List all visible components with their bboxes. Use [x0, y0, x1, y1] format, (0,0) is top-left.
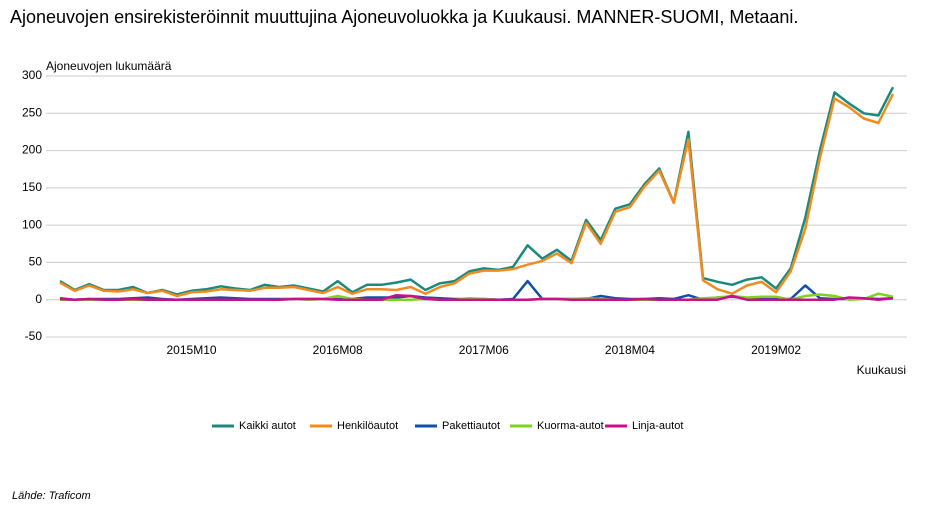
y-tick-label: 200: [22, 143, 42, 157]
x-tick-label: 2017M06: [459, 343, 509, 357]
legend-label: Pakettiautot: [442, 420, 500, 432]
legend-label: Henkilöautot: [337, 420, 398, 432]
legend-label: Linja-autot: [632, 420, 683, 432]
x-axis-label: Kuukausi: [857, 363, 906, 377]
x-tick-label: 2016M08: [313, 343, 363, 357]
legend-label: Kaikki autot: [239, 420, 296, 432]
y-tick-label: 150: [22, 180, 42, 194]
y-tick-label: -50: [25, 329, 43, 343]
x-tick-label: 2018M04: [605, 343, 655, 357]
y-tick-label: 0: [35, 292, 42, 306]
series-line: [59, 86, 895, 296]
legend-label: Kuorma-autot: [537, 420, 604, 432]
series-line: [59, 293, 894, 301]
y-tick-label: 100: [22, 217, 42, 231]
source: Lähde: Traficom: [12, 490, 91, 502]
y-tick-label: 250: [22, 105, 42, 119]
chart-title: Ajoneuvojen ensirekisteröinnit muuttujin…: [10, 7, 799, 27]
y-axis-label: Ajoneuvojen lukumäärä: [46, 59, 172, 73]
series-line: [59, 93, 895, 298]
x-tick-label: 2019M02: [751, 343, 801, 357]
y-tick-label: 50: [29, 255, 43, 269]
x-tick-label: 2015M10: [167, 343, 217, 357]
y-tick-label: 300: [22, 68, 42, 82]
